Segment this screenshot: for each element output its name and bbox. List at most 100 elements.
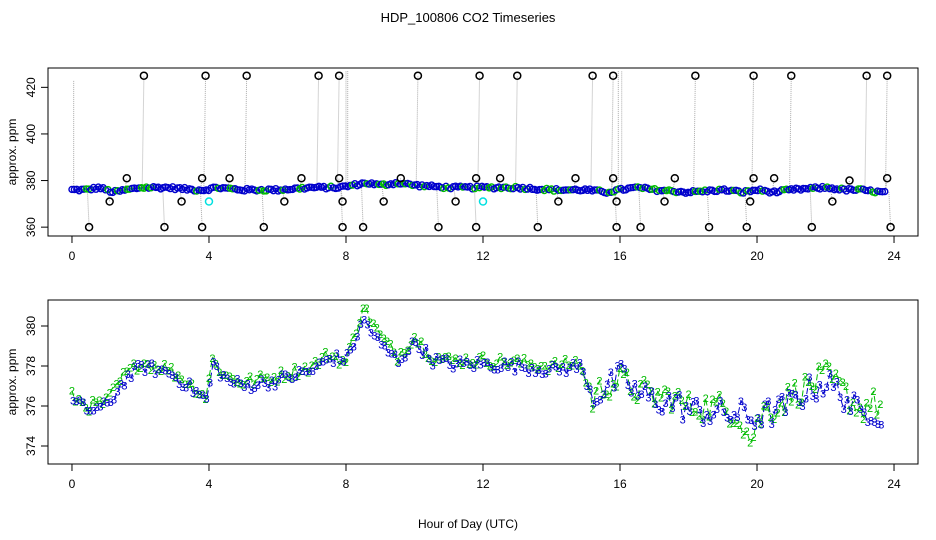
series-2-marker: 2: [637, 379, 643, 391]
series-3-marker: 3: [440, 354, 446, 366]
outlier-point: [845, 176, 854, 185]
series-2-marker: 2: [610, 379, 616, 391]
series-3-marker: 3: [238, 378, 244, 390]
baseline-point: [70, 185, 79, 194]
series-3-marker: 3: [204, 394, 210, 406]
series-3-marker: 3: [714, 404, 720, 416]
series-2-marker: 2: [672, 390, 678, 402]
outlier-point: [691, 71, 700, 80]
series-3-marker: 3: [416, 344, 422, 356]
series-2-marker: 2: [644, 379, 650, 391]
series-2-marker: 2: [449, 355, 455, 367]
series-3-marker: 3: [200, 390, 206, 402]
series-3-marker: 3: [135, 358, 141, 370]
spike-line: [360, 183, 364, 228]
series-2-marker: 2: [432, 357, 438, 369]
series-3-line: [72, 318, 882, 428]
series-3-marker: 3: [604, 379, 610, 391]
series-3-marker: 3: [858, 404, 864, 416]
series-3-marker: 3: [183, 382, 189, 394]
series-3-marker: 3: [450, 364, 456, 376]
series-3-marker: 3: [772, 404, 778, 416]
spike-line: [864, 75, 868, 191]
series-2-marker: 2: [127, 362, 133, 374]
outlier-point: [177, 197, 186, 206]
series-2-marker: 2: [442, 351, 448, 363]
series-2-marker: 2: [846, 405, 852, 417]
series-2-marker: 2: [261, 373, 267, 385]
series-2-marker: 2: [483, 358, 489, 370]
series-3-marker: 3: [142, 367, 148, 379]
outlier-point: [334, 173, 344, 183]
baseline-point: [881, 187, 889, 196]
series-2-marker: 2: [507, 358, 513, 370]
series-2-marker: 2: [685, 389, 691, 401]
series-2-marker: 2: [538, 361, 544, 373]
series-2-marker: 2: [836, 375, 842, 387]
series-2-marker: 2: [600, 389, 606, 401]
baseline-point: [528, 185, 537, 194]
series-2-marker: 2: [165, 366, 171, 378]
series-3-marker: 3: [248, 385, 254, 397]
series-2-marker: 2: [363, 303, 369, 315]
series-3-marker: 3: [707, 416, 713, 428]
series-3-marker: 3: [176, 379, 182, 391]
series-2-marker: 2: [792, 378, 798, 390]
series-2-marker: 2: [429, 356, 435, 368]
series-2-marker: 2: [802, 372, 808, 384]
series-3-marker: 3: [553, 362, 559, 374]
series-3-marker: 3: [745, 414, 751, 426]
baseline-point: [694, 187, 702, 195]
series-3-marker: 3: [231, 378, 237, 390]
series-3-marker: 3: [358, 319, 364, 331]
series-2-marker: 2: [720, 398, 726, 410]
spike-line: [336, 178, 340, 188]
series-3-marker: 3: [758, 419, 764, 431]
series-3-marker: 3: [159, 364, 165, 376]
spike-line: [199, 189, 203, 228]
outlier-point: [197, 222, 207, 232]
series-2-marker: 2: [391, 347, 397, 359]
series-2-marker: 2: [244, 375, 250, 387]
series-3-marker: 3: [642, 381, 648, 393]
spike-line: [638, 187, 642, 228]
series-3-marker: 3: [666, 390, 672, 402]
baseline-point: [854, 185, 863, 193]
series-3-marker: 3: [854, 394, 860, 406]
bottom-x-tick-label: 20: [750, 477, 764, 491]
series-3-marker: 3: [166, 369, 172, 381]
series-3-marker: 3: [128, 373, 134, 385]
series-2-marker: 2: [179, 374, 185, 386]
baseline-point: [219, 184, 227, 192]
series-3-marker: 3: [114, 387, 120, 399]
series-2-marker: 2: [226, 371, 232, 383]
series-3-marker: 3: [721, 407, 727, 419]
series-2-marker: 2: [877, 399, 883, 411]
series-2-marker: 2: [175, 370, 181, 382]
series-2-marker: 2: [247, 371, 253, 383]
outlier-point: [259, 222, 269, 232]
series-3-marker: 3: [365, 319, 371, 331]
series-2-marker: 2: [497, 351, 503, 363]
baseline-point: [631, 183, 640, 191]
outlier-point: [201, 71, 210, 80]
series-2-marker: 2: [425, 353, 431, 365]
series-2-marker: 2: [257, 369, 263, 381]
series-3-marker: 3: [217, 372, 223, 384]
baseline-point: [557, 186, 565, 195]
spike-line: [809, 188, 813, 228]
series-2-marker: 2: [864, 398, 870, 410]
top-x-tick-label: 0: [69, 249, 76, 263]
series-2-marker: 2: [353, 328, 359, 340]
series-2-marker: 2: [137, 363, 143, 375]
series-2-marker: 2: [751, 432, 757, 444]
series-3-marker: 3: [738, 396, 744, 408]
bottom-x-tick-label: 16: [613, 477, 627, 491]
series-3-marker: 3: [269, 375, 275, 387]
series-3-marker: 3: [70, 396, 76, 408]
series-3-marker: 3: [361, 314, 367, 326]
series-2-marker: 2: [158, 366, 164, 378]
baseline-point: [849, 186, 858, 195]
series-3-marker: 3: [207, 377, 213, 389]
series-2-marker: 2: [168, 361, 174, 373]
